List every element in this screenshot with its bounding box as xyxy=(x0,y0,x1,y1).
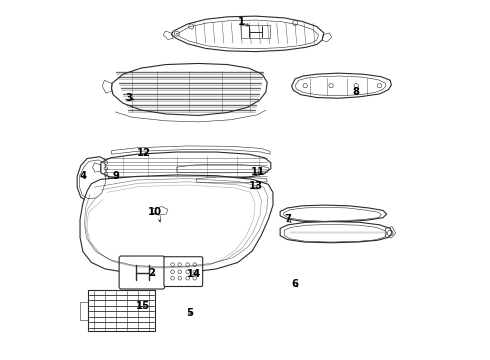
Polygon shape xyxy=(77,157,109,202)
Polygon shape xyxy=(88,291,155,330)
Text: 6: 6 xyxy=(292,279,299,289)
Text: 12: 12 xyxy=(137,148,151,158)
Polygon shape xyxy=(280,222,392,243)
Text: 2: 2 xyxy=(148,268,155,278)
Text: 10: 10 xyxy=(147,207,162,217)
Text: 15: 15 xyxy=(136,301,150,311)
Polygon shape xyxy=(292,73,392,98)
Text: 5: 5 xyxy=(186,308,193,318)
Polygon shape xyxy=(280,205,387,222)
Polygon shape xyxy=(101,152,271,180)
Text: 13: 13 xyxy=(249,181,263,192)
FancyBboxPatch shape xyxy=(164,257,203,287)
Text: 9: 9 xyxy=(113,171,120,181)
Polygon shape xyxy=(112,146,270,154)
Text: 14: 14 xyxy=(187,269,201,279)
Text: 4: 4 xyxy=(79,171,86,181)
Polygon shape xyxy=(80,175,273,274)
Text: 1: 1 xyxy=(238,17,245,27)
Polygon shape xyxy=(172,16,324,51)
Text: 8: 8 xyxy=(353,87,360,97)
FancyBboxPatch shape xyxy=(119,256,165,289)
Text: 3: 3 xyxy=(125,93,132,103)
Polygon shape xyxy=(112,63,267,116)
Text: 11: 11 xyxy=(250,167,265,177)
Text: 7: 7 xyxy=(285,215,292,224)
